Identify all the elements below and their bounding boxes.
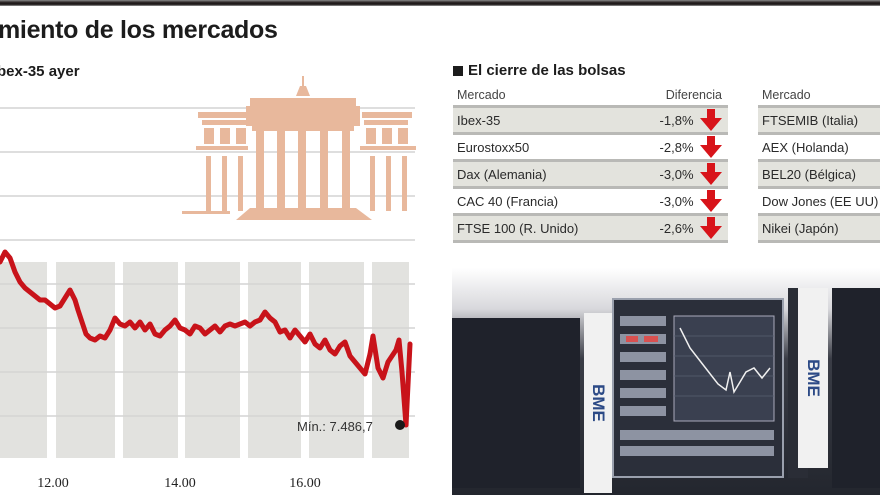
market-name: CAC 40 (Francia) — [457, 193, 559, 209]
col-market-header: Mercado — [762, 88, 811, 102]
market-name: AEX (Holanda) — [762, 139, 849, 155]
market-diff: -3,0% — [659, 166, 694, 182]
chart-canvas — [0, 76, 416, 458]
market-name: Eurostoxx50 — [457, 139, 530, 155]
table-row: FTSE 100 (R. Unido) -2,6% — [453, 213, 728, 243]
market-diff: -2,6% — [659, 220, 694, 236]
closing-table: Mercado Diferencia Ibex-35 -1,8% Eurostoxx… — [453, 85, 728, 243]
down-arrow-icon — [694, 217, 728, 239]
market-name: FTSE 100 (R. Unido) — [457, 220, 579, 236]
down-arrow-icon — [694, 109, 728, 131]
ticker-board-right — [832, 288, 880, 488]
closing-table-title: El cierre de las bolsas — [453, 62, 626, 79]
table-row: FTSEMIB (Italia) — [758, 105, 880, 132]
square-bullet-icon — [453, 65, 463, 76]
market-diff: -1,8% — [659, 112, 694, 128]
down-arrow-icon — [694, 163, 728, 185]
market-name: Ibex-35 — [457, 112, 501, 128]
x-tick-1600: 16.00 — [289, 476, 321, 491]
stock-exchange-photo: BME BME — [452, 268, 880, 495]
col-market-header: Mercado — [457, 88, 506, 102]
x-tick-1200: 12.00 — [37, 476, 69, 491]
ibex-line-chart: Mín.: 7.486,7 12.00 14.00 16.00 — [0, 76, 416, 491]
bme-logo-banner-left: BME — [584, 313, 612, 493]
down-arrow-icon — [694, 136, 728, 158]
ticker-board-left — [452, 318, 580, 488]
table-row: Nikei (Japón) — [758, 213, 880, 243]
table-header: Mercado Diferencia — [453, 85, 728, 105]
closing-table-2: Mercado FTSEMIB (Italia) AEX (Holanda) BEL… — [758, 85, 880, 243]
market-diff: -3,0% — [659, 193, 694, 209]
table-row: Ibex-35 -1,8% — [453, 105, 728, 132]
page-title: miento de los mercados — [0, 16, 278, 44]
market-diff: -2,8% — [659, 139, 694, 155]
market-name: FTSEMIB (Italia) — [762, 112, 859, 128]
building-illustration-icon — [182, 76, 416, 220]
table-row: BEL20 (Bélgica) — [758, 159, 880, 186]
table-row: Dow Jones (EE UU) — [758, 186, 880, 213]
table-row: Dax (Alemania) -3,0% — [453, 159, 728, 186]
table-row: AEX (Holanda) — [758, 132, 880, 159]
market-name: BEL20 (Bélgica) — [762, 166, 856, 182]
table-header: Mercado — [758, 85, 880, 105]
min-annotation: Mín.: 7.486,7 — [297, 419, 373, 434]
market-name: Dow Jones (EE UU) — [762, 193, 879, 209]
down-arrow-icon — [694, 190, 728, 212]
min-point-marker — [395, 420, 405, 430]
table-row: CAC 40 (Francia) -3,0% — [453, 186, 728, 213]
x-tick-1400: 14.00 — [164, 476, 196, 491]
bme-logo-banner-right: BME — [798, 288, 828, 468]
index-screen — [612, 298, 784, 478]
market-name: Dax (Alemania) — [457, 166, 547, 182]
col-diff-header: Diferencia — [665, 88, 722, 102]
table-row: Eurostoxx50 -2,8% — [453, 132, 728, 159]
chart-subtitle: bex-35 ayer — [0, 63, 80, 80]
ibex-price-line — [0, 249, 413, 428]
top-rule — [0, 0, 880, 6]
market-name: Nikei (Japón) — [762, 220, 839, 236]
